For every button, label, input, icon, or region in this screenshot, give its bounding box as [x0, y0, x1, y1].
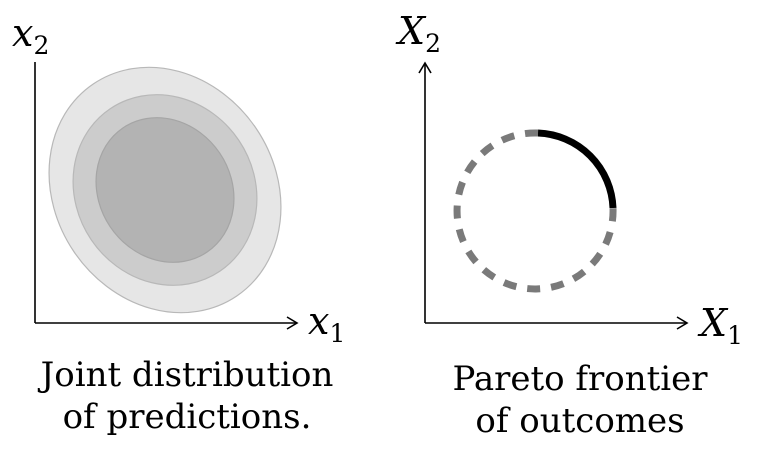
right-panel: X2 X1 [395, 9, 743, 350]
right-y-axis-label: X2 [395, 9, 441, 58]
right-caption-line-2: of outcomes [475, 401, 685, 441]
right-caption: Pareto frontier of outcomes [405, 358, 755, 442]
right-caption-line-1: Pareto frontier [452, 359, 708, 399]
left-caption-line-2: of predictions. [62, 397, 312, 437]
left-panel: x2 x1 [12, 11, 345, 348]
prediction-distribution [48, 66, 282, 314]
left-caption: Joint distribution of predictions. [12, 354, 362, 438]
pareto-frontier-arc [537, 129, 617, 209]
dominated-outcomes-arc [453, 129, 617, 293]
left-x-axis-label: x1 [308, 299, 345, 348]
left-y-axis-label: x2 [12, 11, 49, 60]
inner-contour-ellipse [95, 117, 235, 263]
left-caption-line-1: Joint distribution [40, 355, 334, 395]
right-x-axis-label: X1 [697, 301, 743, 350]
